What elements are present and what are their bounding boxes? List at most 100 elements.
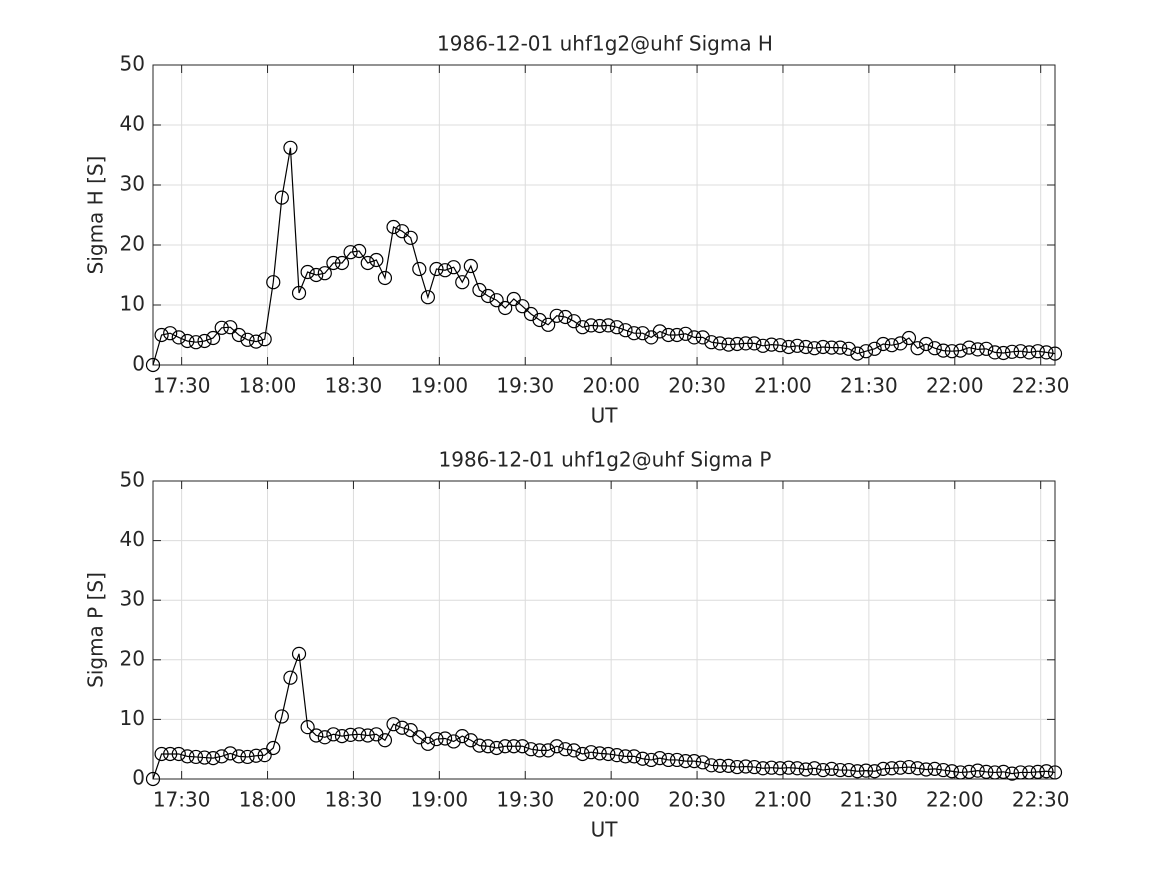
data-point [609,748,624,763]
x-tick-label: 22:00 [926,788,984,812]
data-point [695,330,710,345]
data-point [180,333,195,349]
data-point [669,752,685,768]
data-point [661,327,676,343]
data-point [884,338,899,353]
data-point [248,748,264,763]
data-point [558,309,573,325]
data-point [214,320,229,335]
data-point [961,764,977,779]
data-point [455,728,470,744]
data-point [635,326,650,341]
data-point [506,739,521,754]
data-point [815,762,831,778]
data-point [815,339,831,355]
x-tick-label: 20:30 [668,374,726,398]
data-point [927,341,942,356]
data-point [704,758,719,773]
data-point [446,260,461,275]
data-point [506,291,521,307]
data-point [463,733,478,748]
data-point [987,345,1002,360]
data-point [214,749,229,764]
data-point [919,762,934,777]
data-point [790,338,805,353]
data-point [1030,344,1045,359]
data-point [884,761,899,776]
data-point [798,762,813,777]
data-point [231,749,247,764]
y-tick-label: 10 [120,706,145,730]
data-point [901,330,917,346]
data-point [558,742,573,757]
data-point [480,288,496,304]
x-tick-label: 17:30 [153,788,211,812]
data-point [773,761,788,776]
data-point [369,252,384,268]
data-point [867,341,882,356]
data-point [386,717,401,732]
data-point [687,330,702,345]
x-tick-label: 21:30 [840,788,898,812]
y-tick-label: 0 [132,766,145,790]
data-point [609,320,624,335]
data-point [266,275,281,290]
data-point [317,730,332,745]
data-point [145,357,161,373]
x-tick-label: 21:00 [754,374,812,398]
data-point [901,759,917,775]
data-point [987,765,1002,780]
data-point [953,343,968,358]
y-tick-label: 10 [120,292,145,316]
data-point [661,752,676,768]
data-point [626,326,642,341]
data-point [377,733,393,748]
data-point [712,758,728,773]
data-point [291,646,307,661]
data-point [755,338,771,353]
data-point [498,739,513,754]
data-point [437,263,453,278]
x-tick-label: 19:00 [411,788,469,812]
data-point [515,299,530,314]
data-point [377,270,393,286]
data-point [858,763,874,778]
data-point [154,746,169,762]
x-tick-label: 19:30 [496,374,554,398]
data-point [584,318,599,333]
data-point [283,670,298,685]
data-point [223,746,238,761]
data-point [738,759,753,774]
data-point [145,771,161,787]
data-point [910,761,925,776]
data-point [455,275,470,290]
plot-frame [152,480,1056,780]
data-point [747,336,762,351]
data-point [1004,344,1020,359]
data-point [274,190,289,205]
data-point [326,255,341,271]
data-point [403,230,418,245]
data-point [1022,765,1037,780]
data-point [1013,765,1028,780]
x-axis-label: UT [591,818,619,842]
data-point [429,261,444,277]
data-point [575,320,590,335]
data-point [807,341,822,356]
data-point [480,739,496,754]
data-point [257,332,272,347]
data-point [721,758,736,773]
data-point [833,762,848,778]
data-point [188,335,204,350]
data-point [231,327,247,343]
y-axis-label: Sigma P [S] [84,572,108,688]
data-point [850,764,865,779]
data-line [152,653,1056,780]
data-point [790,761,805,776]
data-point [300,264,315,280]
data-point [437,731,453,746]
data-point [248,334,264,349]
data-point [712,336,728,351]
data-point [532,312,547,328]
data-point [944,764,960,779]
